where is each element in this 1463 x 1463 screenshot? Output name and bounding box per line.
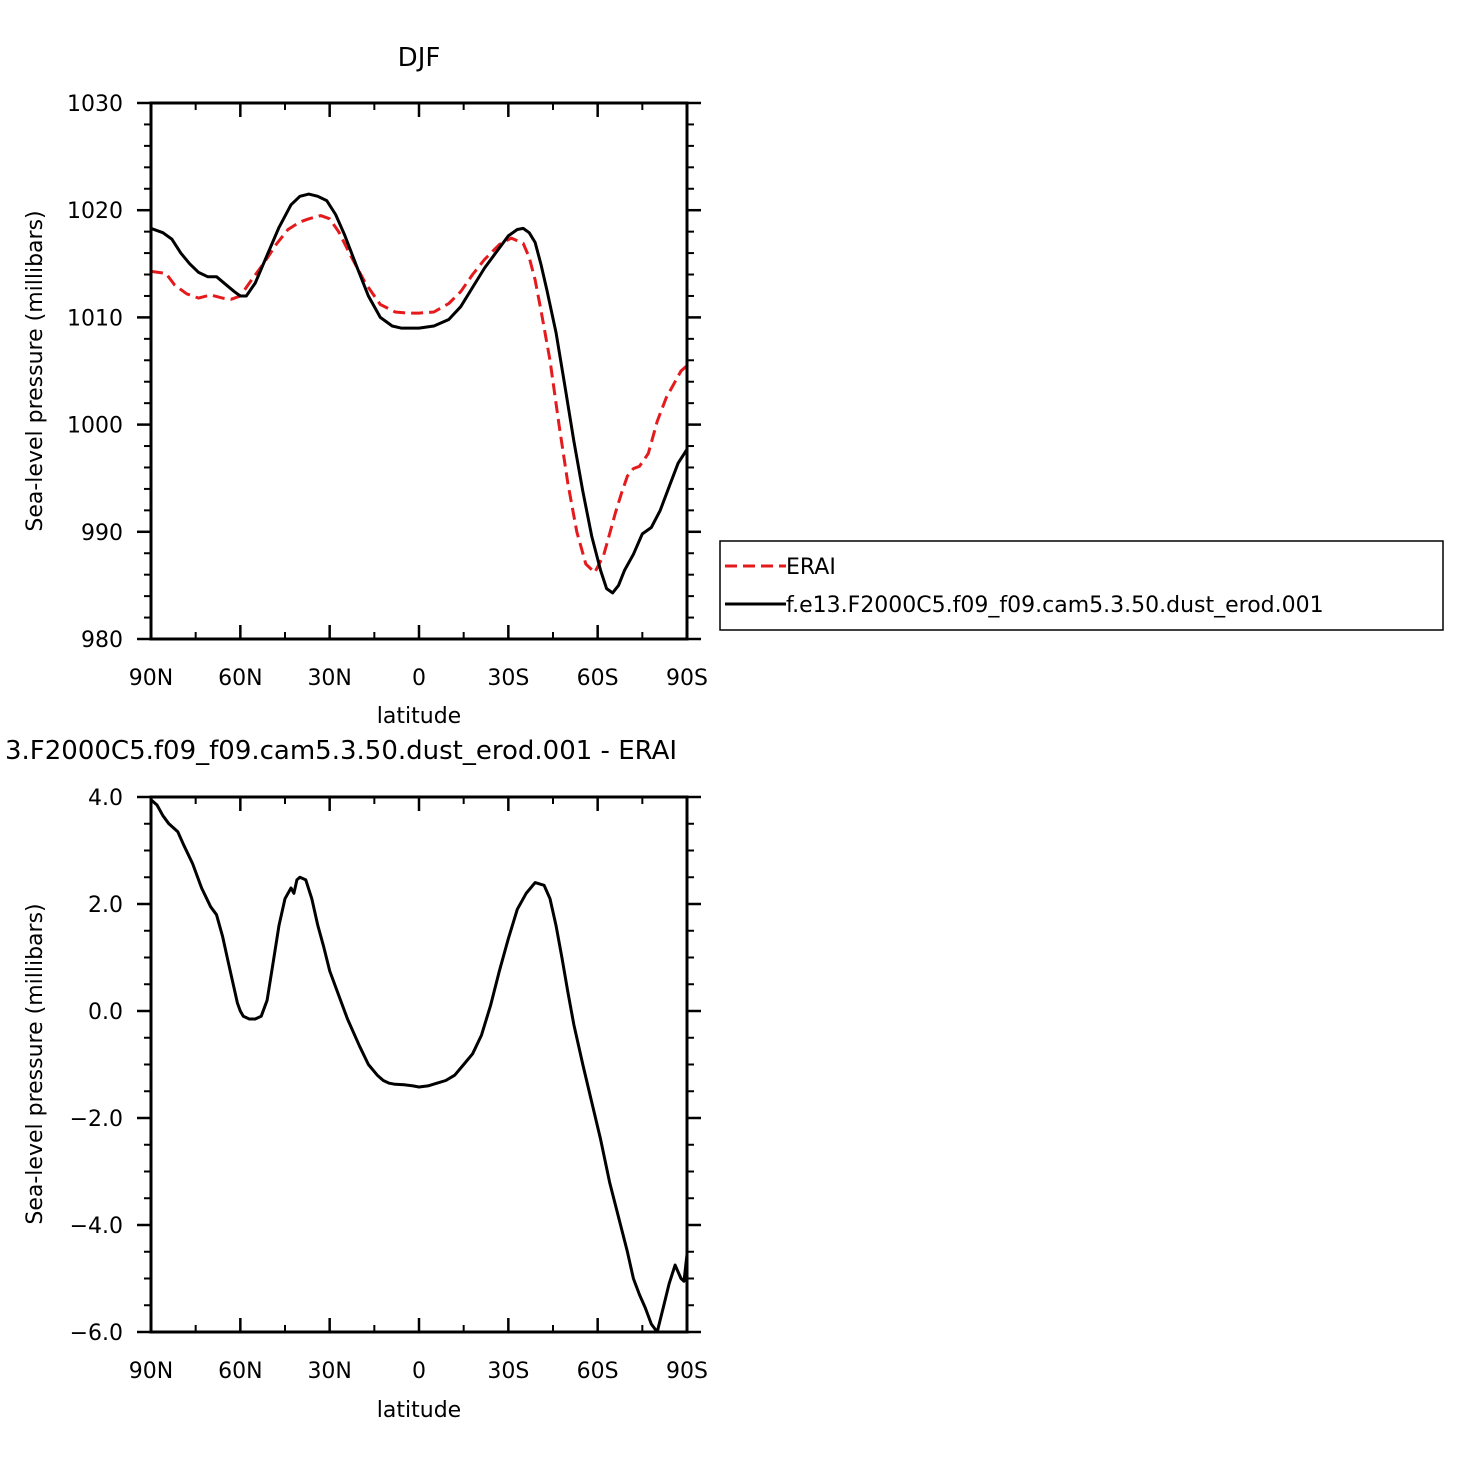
bottom-tick-layer: 90N 60N 30N 0 30S 60S 90S −6.0 −4.0 −2.0 0.0 2.0 4.0	[70, 786, 708, 1384]
top-x-tick-label: 90N	[129, 666, 173, 691]
bottom-x-tick-label: 0	[412, 1359, 426, 1384]
bottom-x-tick-label: 60N	[218, 1359, 262, 1384]
bottom-x-axis-label: latitude	[377, 1398, 461, 1423]
top-y-tick-label: 1030	[67, 92, 123, 117]
bottom-x-tick-label: 60S	[577, 1359, 619, 1384]
top-series-line-model	[151, 192, 687, 595]
bottom-plot-clip-group	[151, 798, 687, 1332]
bottom-y-tick-label: −6.0	[70, 1321, 123, 1346]
bottom-panel: 3.F2000C5.f09_f09.cam5.3.50.dust_erod.00…	[5, 736, 708, 1423]
legend-label-model: f.e13.F2000C5.f09_f09.cam5.3.50.dust_ero…	[786, 593, 1324, 618]
top-y-tick-label: 1000	[67, 414, 123, 439]
bottom-y-tick-label: 0.0	[88, 1000, 123, 1025]
top-y-tick-label: 980	[81, 628, 123, 653]
top-y-tick-label: 1010	[67, 306, 123, 331]
bottom-y-axis-label: Sea-level pressure (millibars)	[23, 903, 48, 1224]
top-x-axis-label: latitude	[377, 704, 461, 729]
legend: ERAI f.e13.F2000C5.f09_f09.cam5.3.50.dus…	[719, 540, 1444, 631]
top-x-tick-label: 0	[412, 666, 426, 691]
top-y-tick-label: 990	[81, 521, 123, 546]
top-panel: DJF 90N 60N 30N 0 30S 60S 90S 980 990 1000 1010 102…	[23, 43, 1444, 729]
bottom-y-tick-label: 2.0	[88, 893, 123, 918]
top-x-tick-label: 90S	[666, 666, 708, 691]
top-y-axis-label: Sea-level pressure (millibars)	[23, 210, 48, 531]
bottom-series-layer	[151, 798, 687, 1332]
bottom-series-line-model	[151, 798, 687, 1332]
bottom-x-tick-label: 30N	[307, 1359, 351, 1384]
bottom-y-tick-label: −2.0	[70, 1107, 123, 1132]
bottom-plot-frame	[149, 795, 689, 1334]
bottom-x-tick-label: 90N	[129, 1359, 173, 1384]
top-panel-title: DJF	[398, 43, 441, 73]
top-plot-frame	[149, 101, 689, 641]
bottom-y-tick-label: −4.0	[70, 1214, 123, 1239]
bottom-y-tick-label: 4.0	[88, 786, 123, 811]
top-series-layer	[151, 192, 687, 595]
top-y-tick-label: 1020	[67, 199, 123, 224]
top-tick-layer: 90N 60N 30N 0 30S 60S 90S 980 990 1000 1010 1020 103…	[67, 92, 708, 691]
bottom-panel-title: 3.F2000C5.f09_f09.cam5.3.50.dust_erod.00…	[5, 736, 677, 766]
top-x-tick-label: 30N	[307, 666, 351, 691]
bottom-x-tick-label: 90S	[666, 1359, 708, 1384]
legend-label-erai: ERAI	[786, 555, 836, 580]
top-x-tick-label: 30S	[487, 666, 529, 691]
legend-box	[719, 540, 1444, 631]
top-series-line-erai	[151, 214, 687, 574]
top-x-tick-label: 60N	[218, 666, 262, 691]
top-x-tick-label: 60S	[577, 666, 619, 691]
top-plot-clip-group	[151, 192, 687, 595]
bottom-x-tick-label: 30S	[487, 1359, 529, 1384]
